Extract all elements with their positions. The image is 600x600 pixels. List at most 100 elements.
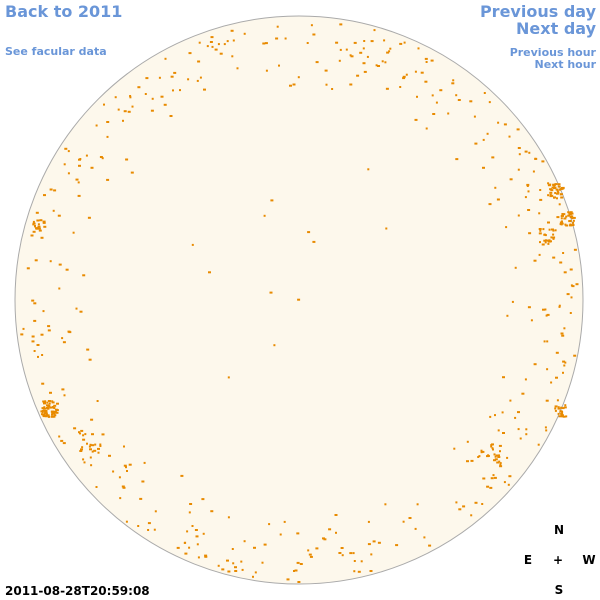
facula	[399, 42, 403, 45]
facula	[65, 268, 69, 271]
previous-day-link[interactable]: Previous day	[480, 2, 597, 21]
facula	[31, 335, 35, 338]
facula	[99, 445, 102, 447]
facula	[492, 448, 494, 451]
facula	[269, 291, 273, 294]
facula	[543, 233, 546, 236]
facula	[552, 256, 556, 259]
facula	[517, 214, 520, 217]
facula	[497, 121, 500, 124]
facula	[560, 332, 564, 335]
facula	[339, 23, 343, 26]
facula	[416, 95, 418, 98]
facula	[188, 546, 191, 549]
facula	[545, 429, 548, 432]
facula	[489, 415, 492, 418]
facula	[204, 554, 208, 557]
facula	[123, 464, 127, 467]
facula	[335, 531, 337, 534]
facula	[203, 88, 206, 91]
facula	[559, 188, 561, 191]
facula	[32, 230, 36, 233]
facula	[158, 76, 161, 79]
facula	[573, 354, 577, 357]
facula	[196, 543, 199, 546]
facula	[571, 217, 574, 220]
facula	[278, 64, 280, 67]
compass-west: W	[582, 553, 595, 567]
facula	[550, 381, 553, 384]
facula	[217, 43, 220, 46]
facula	[554, 229, 557, 232]
facular-link[interactable]: See facular data	[5, 45, 107, 58]
facula	[552, 236, 554, 239]
back-link[interactable]: Back to 2011	[5, 2, 122, 21]
facula	[47, 400, 51, 402]
facula	[499, 463, 502, 466]
facula	[189, 503, 193, 505]
facula	[558, 415, 562, 418]
facula	[114, 96, 117, 99]
facula	[62, 442, 66, 445]
facula	[191, 243, 194, 246]
facula	[561, 407, 565, 410]
facula	[297, 76, 300, 79]
facula	[565, 215, 568, 218]
facula	[75, 178, 79, 181]
facula	[308, 553, 312, 556]
facula	[42, 400, 46, 403]
facula	[547, 194, 550, 197]
facula	[508, 135, 511, 138]
facula	[490, 445, 493, 448]
facula	[552, 233, 555, 236]
facula	[544, 241, 547, 244]
facula	[46, 401, 49, 404]
facula	[455, 94, 458, 97]
facula	[362, 47, 365, 50]
facula	[538, 228, 542, 230]
facula	[559, 261, 563, 264]
facula	[72, 231, 75, 234]
facula	[511, 300, 514, 303]
facula	[276, 25, 279, 28]
next-hour-link[interactable]: Next hour	[535, 58, 597, 71]
facula	[90, 464, 93, 467]
facula	[491, 443, 494, 446]
facula	[234, 566, 237, 569]
facula	[315, 61, 319, 64]
facula	[568, 213, 572, 216]
facula	[188, 511, 191, 514]
facula	[43, 414, 46, 417]
facula	[197, 556, 200, 559]
facula	[199, 76, 202, 79]
facula	[349, 552, 353, 555]
facula	[431, 94, 434, 97]
facula	[89, 443, 92, 446]
facula	[572, 224, 575, 226]
facula	[517, 411, 520, 414]
facula	[210, 510, 214, 513]
facula	[208, 271, 211, 274]
facula	[493, 459, 496, 462]
facula	[499, 465, 503, 468]
facula	[60, 439, 64, 442]
facula	[325, 83, 328, 86]
facula	[547, 242, 550, 245]
facula	[289, 84, 292, 87]
facula	[353, 560, 356, 562]
facula	[549, 193, 552, 196]
facula	[91, 433, 94, 436]
facula	[67, 330, 71, 333]
facula	[32, 220, 35, 223]
next-day-link[interactable]: Next day	[516, 19, 597, 38]
facula	[37, 223, 40, 226]
facula	[95, 486, 98, 488]
facula	[555, 192, 559, 195]
facula	[264, 42, 268, 45]
facula	[211, 45, 214, 48]
facula	[402, 75, 406, 78]
facula	[486, 132, 489, 135]
previous-hour-link[interactable]: Previous hour	[510, 46, 597, 59]
facula	[37, 355, 39, 358]
facula	[424, 57, 428, 60]
